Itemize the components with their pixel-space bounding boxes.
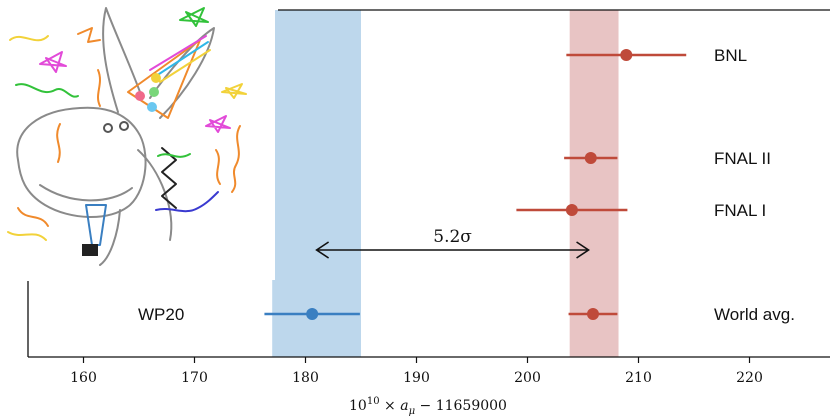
x-tick-label: 170: [181, 370, 208, 386]
points-layer: BNL FNAL II FNAL I World avg. WP20: [138, 46, 795, 324]
tension-arrow-head-right: [576, 241, 590, 259]
tension-arrow: 5.2σ: [315, 227, 590, 259]
x-ticks: 160 170 180 190 200 210 220: [70, 357, 763, 386]
fnal-ii-point: [584, 152, 597, 164]
wp20-label: WP20: [138, 305, 184, 324]
wp20-band: [272, 10, 361, 357]
wp20-point: [306, 308, 319, 320]
world-avg-label: World avg.: [714, 305, 795, 324]
world-avg-band: [569, 10, 619, 357]
fnal-i-label: FNAL I: [714, 201, 766, 220]
x-tick-label: 210: [625, 370, 652, 386]
fnal-ii-label: FNAL II: [714, 149, 771, 168]
x-tick-label: 160: [70, 370, 97, 386]
bands-layer: [272, 10, 619, 357]
tension-label: 5.2σ: [433, 227, 472, 247]
bnl-label: BNL: [714, 46, 747, 65]
x-tick-label: 200: [514, 370, 541, 386]
x-tick-label: 220: [736, 370, 763, 386]
bnl-point: [620, 49, 633, 61]
tension-arrow-head-left: [315, 241, 330, 259]
x-tick-label: 190: [403, 370, 430, 386]
x-tick-label: 180: [292, 370, 319, 386]
world-avg-point: [586, 308, 599, 320]
x-axis-label: 1010 × aμ − 11659000: [349, 396, 507, 417]
fnal-i-point: [565, 204, 578, 216]
cartoon-doodle-illustration: [0, 0, 275, 280]
